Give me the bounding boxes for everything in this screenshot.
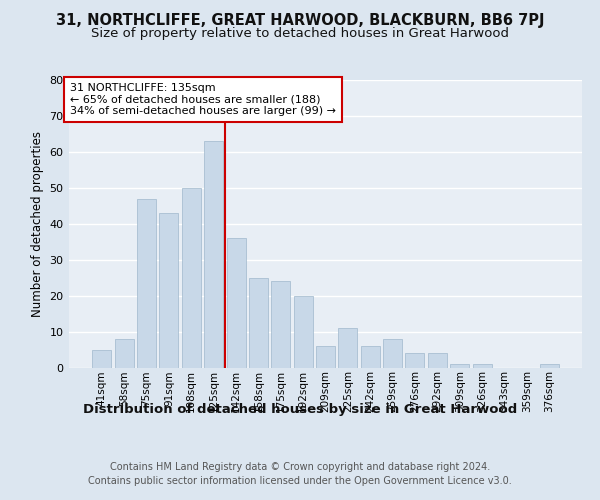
Bar [204,141,223,368]
Bar [316,346,335,368]
Bar [227,238,245,368]
Bar [293,296,313,368]
Bar [137,198,156,368]
Text: 31, NORTHCLIFFE, GREAT HARWOOD, BLACKBURN, BB6 7PJ: 31, NORTHCLIFFE, GREAT HARWOOD, BLACKBUR… [56,12,544,28]
Text: Distribution of detached houses by size in Great Harwood: Distribution of detached houses by size … [83,402,517,415]
Bar [271,281,290,368]
Bar [406,353,424,368]
Text: Size of property relative to detached houses in Great Harwood: Size of property relative to detached ho… [91,28,509,40]
Bar [450,364,469,368]
Bar [182,188,201,368]
Bar [92,350,112,368]
Bar [160,213,178,368]
Bar [473,364,491,368]
Text: Contains HM Land Registry data © Crown copyright and database right 2024.
Contai: Contains HM Land Registry data © Crown c… [88,462,512,486]
Y-axis label: Number of detached properties: Number of detached properties [31,130,44,317]
Bar [249,278,268,368]
Text: 31 NORTHCLIFFE: 135sqm
← 65% of detached houses are smaller (188)
34% of semi-de: 31 NORTHCLIFFE: 135sqm ← 65% of detached… [70,83,336,116]
Bar [115,339,134,368]
Bar [428,353,447,368]
Bar [539,364,559,368]
Bar [383,339,402,368]
Bar [361,346,380,368]
Bar [338,328,358,368]
